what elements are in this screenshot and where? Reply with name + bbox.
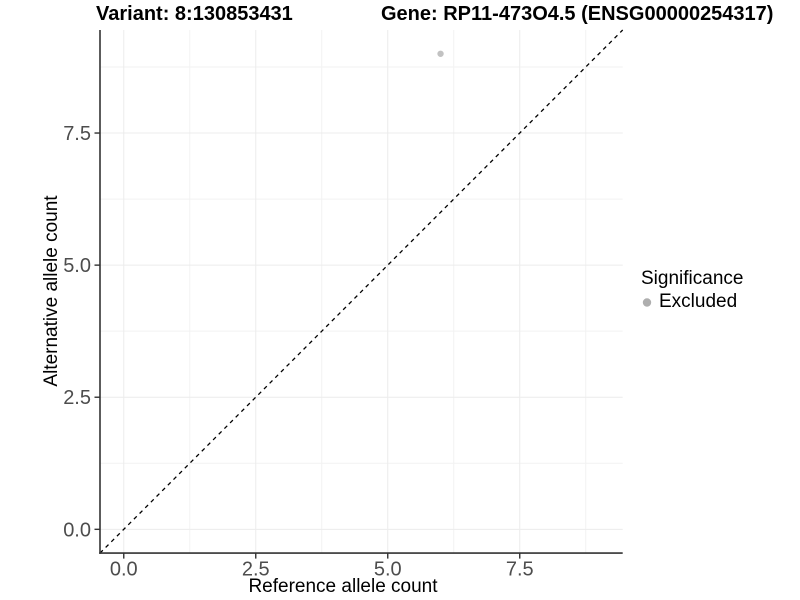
y-tick-label: 7.5 (63, 123, 91, 145)
x-tick-label: 0.0 (110, 559, 138, 581)
x-tick-label: 7.5 (506, 559, 534, 581)
x-tick-label: 2.5 (242, 559, 270, 581)
legend-marker-icon (642, 297, 652, 307)
y-axis-title: Alternative allele count (41, 195, 62, 387)
identity-line (99, 29, 624, 554)
x-axis-title: Reference allele count (248, 576, 438, 597)
y-tick-label: 5.0 (63, 255, 91, 277)
y-tick-label: 0.0 (63, 519, 91, 541)
legend: Significance Excluded (639, 268, 743, 313)
gene-title: Gene: RP11-473O4.5 (ENSG00000254317) (381, 3, 774, 25)
legend-title: Significance (641, 268, 744, 289)
y-tick-label: 2.5 (63, 387, 91, 409)
data-point (437, 50, 444, 57)
legend-entry-label: Excluded (659, 291, 738, 312)
variant-title: Variant: 8:130853431 (96, 3, 293, 25)
x-tick-label: 5.0 (374, 559, 402, 581)
legend-entry: Excluded (639, 291, 743, 313)
